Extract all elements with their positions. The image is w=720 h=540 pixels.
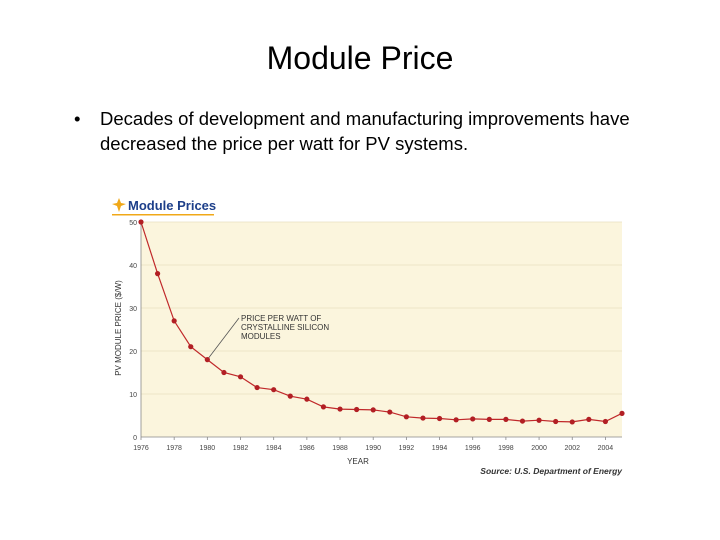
- x-tick-label: 1988: [332, 445, 348, 452]
- bullet-marker: •: [74, 108, 81, 129]
- bullet-text: Decades of development and manufacturing…: [100, 108, 630, 154]
- data-point: [536, 417, 542, 423]
- data-point: [602, 418, 609, 425]
- data-point: [138, 219, 144, 225]
- data-point: [320, 404, 327, 410]
- x-tick-label: 2002: [564, 445, 580, 452]
- y-tick-label: 10: [129, 392, 137, 399]
- data-point: [436, 415, 443, 422]
- x-tick-label: 1998: [498, 445, 514, 452]
- data-point: [287, 393, 293, 399]
- x-tick-label: 1980: [200, 445, 216, 452]
- data-point: [271, 387, 277, 393]
- plot-area: [141, 222, 622, 437]
- data-point: [337, 406, 343, 412]
- data-point: [370, 407, 376, 413]
- x-tick-label: 1984: [266, 445, 282, 452]
- data-point: [586, 416, 592, 422]
- y-axis-label: PV MODULE PRICE ($/W): [114, 280, 123, 376]
- x-tick-label: 1978: [166, 445, 182, 452]
- data-points: [138, 219, 625, 425]
- data-point: [453, 417, 459, 423]
- data-point: [221, 369, 227, 376]
- data-point: [304, 396, 310, 402]
- y-tick-label: 50: [129, 220, 137, 227]
- data-point: [503, 416, 509, 422]
- chart-title-underline: [112, 214, 214, 216]
- x-axis-label: YEAR: [347, 457, 369, 466]
- y-tick-label: 30: [129, 306, 137, 313]
- x-tick-label: 1976: [133, 445, 149, 452]
- data-point: [553, 418, 559, 425]
- slide-title: Module Price: [266, 40, 454, 76]
- x-tick-label: 1996: [465, 445, 481, 452]
- x-tick-label: 1982: [233, 445, 249, 452]
- annotation-leader-line: [207, 317, 240, 360]
- x-tick-label: 1986: [299, 445, 315, 452]
- x-tick-label: 1994: [432, 445, 448, 452]
- data-point: [354, 406, 360, 413]
- x-tick-label: 1990: [365, 445, 381, 452]
- data-point: [486, 416, 492, 422]
- y-axis-ticks: 0 10 20 30 40 50: [129, 220, 137, 442]
- x-tick-label: 2004: [598, 445, 614, 452]
- chart-title: Module Prices: [128, 198, 216, 213]
- y-tick-label: 0: [133, 435, 137, 442]
- data-point: [619, 410, 625, 416]
- x-tick-label: 2000: [531, 445, 547, 452]
- chart-source: Source: U.S. Department of Energy: [480, 466, 623, 476]
- annotation-line-2: CRYSTALLINE SILICON: [241, 323, 329, 332]
- data-point: [403, 414, 409, 420]
- data-point: [204, 357, 210, 363]
- x-axis-ticks: 1976 1978 1980 1982 1984 1986 1988 1990 1992 1994…: [133, 437, 613, 452]
- data-point: [387, 409, 393, 415]
- series-line: [140, 221, 623, 423]
- data-point: [171, 318, 177, 324]
- y-tick-label: 40: [129, 263, 137, 270]
- data-point: [569, 419, 575, 425]
- annotation: PRICE PER WATT OF CRYSTALLINE SILICON MO…: [241, 314, 329, 341]
- annotation-line-3: MODULES: [241, 332, 281, 341]
- data-point: [470, 416, 476, 422]
- data-point: [519, 418, 526, 424]
- data-point: [420, 415, 426, 421]
- y-tick-label: 20: [129, 349, 137, 356]
- annotation-leader: [207, 317, 240, 360]
- grid-lines: [141, 221, 622, 395]
- chart-logo-star-icon: [112, 198, 126, 212]
- data-point: [188, 344, 194, 350]
- data-point: [237, 374, 244, 380]
- x-tick-label: 1992: [399, 445, 415, 452]
- axes: [140, 222, 622, 438]
- data-point: [254, 384, 260, 391]
- annotation-line-1: PRICE PER WATT OF: [241, 314, 321, 323]
- data-point: [154, 271, 161, 277]
